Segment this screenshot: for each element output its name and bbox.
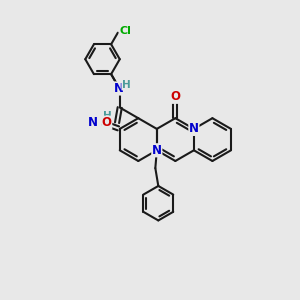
Text: H: H	[122, 80, 131, 90]
Text: N: N	[114, 82, 124, 95]
Text: Cl: Cl	[119, 26, 131, 36]
Text: O: O	[170, 90, 180, 103]
Text: O: O	[102, 116, 112, 129]
Text: N: N	[189, 122, 199, 135]
Text: H: H	[103, 111, 112, 121]
Text: N: N	[88, 116, 98, 129]
Text: N: N	[152, 144, 162, 157]
